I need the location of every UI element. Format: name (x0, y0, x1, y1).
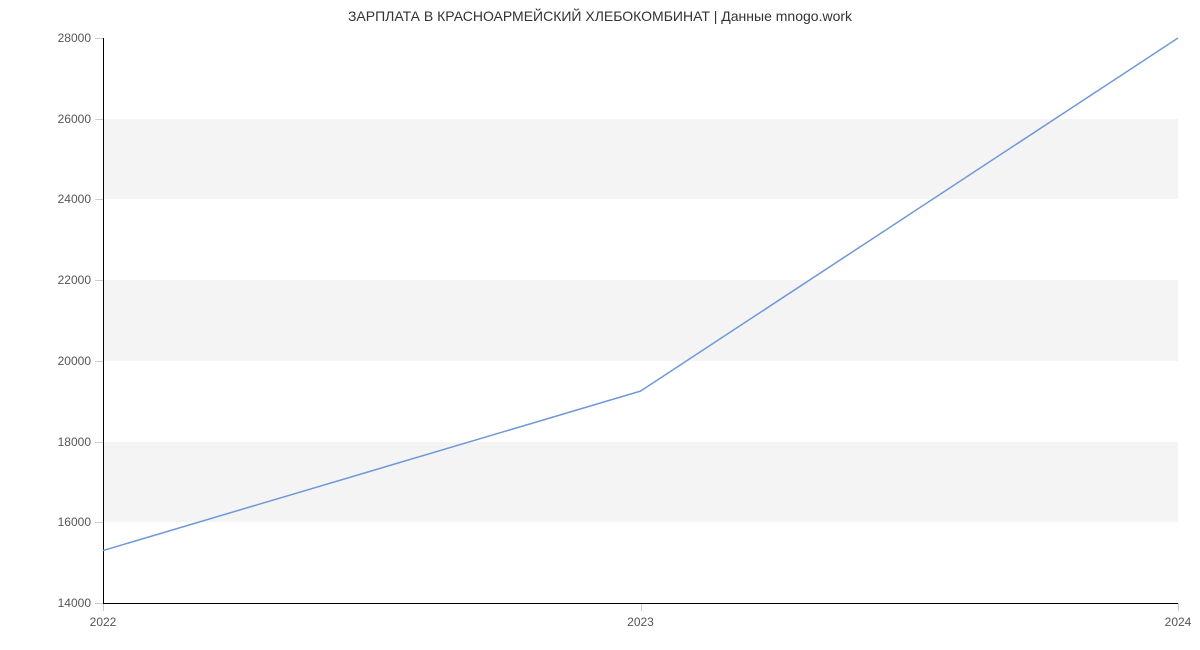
y-tick-label: 14000 (31, 596, 91, 610)
y-tick-label: 22000 (31, 273, 91, 287)
series-line-salary (103, 38, 1178, 551)
y-tick-label: 18000 (31, 435, 91, 449)
y-tick-label: 26000 (31, 112, 91, 126)
y-tick-mark (95, 38, 103, 39)
x-tick-label: 2022 (63, 615, 143, 629)
x-axis-line (103, 603, 1178, 604)
plot-area: 1400016000180002000022000240002600028000… (103, 38, 1178, 603)
y-tick-mark (95, 603, 103, 604)
series-layer (103, 38, 1178, 603)
y-tick-mark (95, 361, 103, 362)
y-tick-mark (95, 280, 103, 281)
y-tick-mark (95, 442, 103, 443)
x-tick-mark (641, 603, 642, 611)
y-tick-label: 16000 (31, 515, 91, 529)
chart-container: ЗАРПЛАТА В КРАСНОАРМЕЙСКИЙ ХЛЕБОКОМБИНАТ… (0, 0, 1200, 650)
x-tick-label: 2023 (601, 615, 681, 629)
y-tick-label: 24000 (31, 192, 91, 206)
x-tick-label: 2024 (1138, 615, 1200, 629)
y-tick-label: 28000 (31, 31, 91, 45)
y-tick-mark (95, 199, 103, 200)
x-tick-mark (103, 603, 104, 611)
chart-title: ЗАРПЛАТА В КРАСНОАРМЕЙСКИЙ ХЛЕБОКОМБИНАТ… (0, 8, 1200, 24)
x-tick-mark (1178, 603, 1179, 611)
y-tick-label: 20000 (31, 354, 91, 368)
y-tick-mark (95, 119, 103, 120)
y-tick-mark (95, 522, 103, 523)
